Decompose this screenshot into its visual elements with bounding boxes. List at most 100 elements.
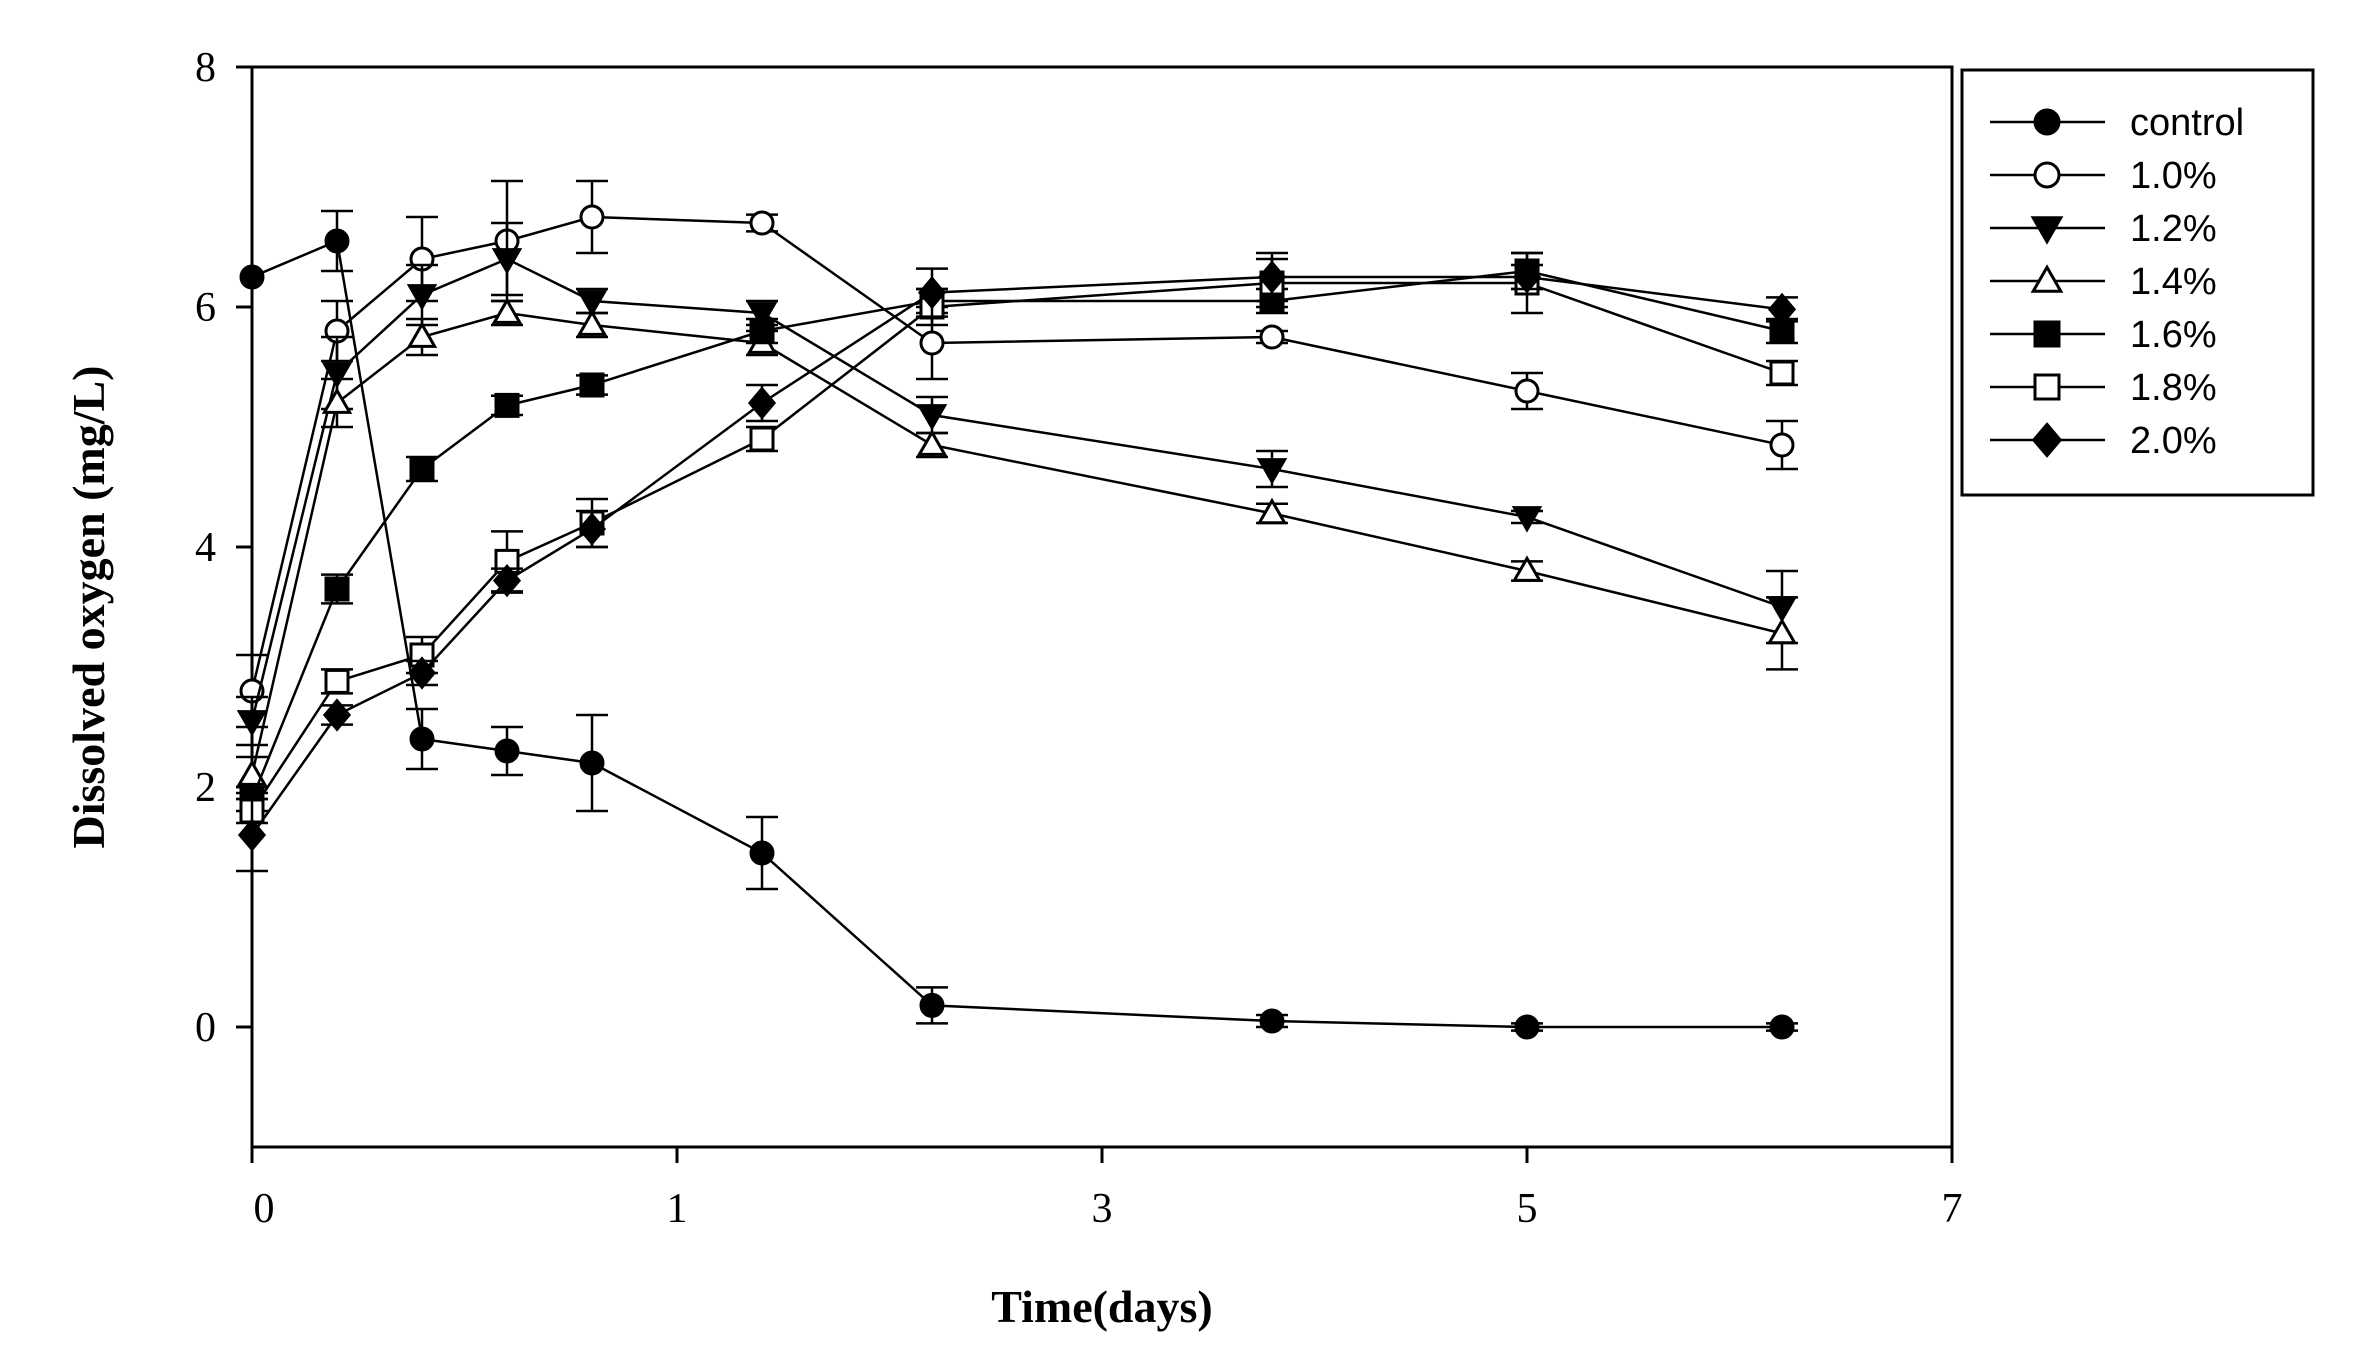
data-point [1769, 432, 1795, 458]
legend-label: control [2130, 102, 2244, 144]
data-point [1767, 292, 1797, 327]
legend-entry: 1.0% [1990, 155, 2217, 197]
legend-marker [2033, 373, 2061, 401]
data-point [919, 992, 945, 1018]
data-point [236, 710, 268, 737]
y-tick-label: 4 [195, 525, 216, 571]
legend-label: 1.4% [2130, 261, 2217, 303]
series-4 [236, 297, 1798, 795]
series-layer [236, 179, 1798, 1040]
data-point [579, 750, 605, 776]
data-point [407, 656, 437, 690]
data-point [406, 321, 438, 348]
data-point [1259, 324, 1285, 350]
legend-box [1960, 68, 2315, 497]
series-5 [236, 251, 1798, 813]
data-point [494, 392, 520, 418]
x-tick-label: 0 [254, 1186, 275, 1232]
y-tick-label: 2 [195, 765, 216, 811]
legend-entry: 1.8% [1990, 367, 2217, 409]
data-point [406, 284, 438, 311]
x-tick-label: 5 [1517, 1186, 1538, 1232]
data-point [491, 297, 523, 324]
data-point [324, 228, 350, 254]
data-point [1512, 260, 1542, 294]
data-point [1769, 1014, 1795, 1040]
x-tick-label: 3 [1092, 1186, 1113, 1232]
data-point [746, 302, 778, 329]
legend-marker [2033, 161, 2061, 189]
data-point [577, 512, 607, 546]
legend-marker [2030, 264, 2064, 293]
data-point [494, 738, 520, 764]
data-point [1514, 1014, 1540, 1040]
x-tick-label: 7 [1942, 1186, 1963, 1232]
data-point [324, 576, 350, 602]
data-point [491, 248, 523, 275]
data-point [576, 309, 608, 336]
data-point [919, 330, 945, 356]
data-point [747, 386, 777, 420]
series-7 [236, 251, 1798, 873]
data-point [1256, 497, 1288, 525]
data-point [1511, 506, 1543, 533]
data-point [322, 698, 352, 732]
data-point [409, 456, 435, 482]
legend: control 1.0% 1.2% 1.4% 1.6% 1.8% 2.0% [1990, 102, 2244, 462]
series-line [250, 215, 1783, 692]
legend-label: 1.0% [2130, 155, 2217, 197]
data-point [239, 264, 265, 290]
legend-entry: 1.4% [1990, 261, 2217, 303]
data-point [916, 404, 948, 431]
series-line [250, 311, 1783, 776]
data-point [236, 759, 268, 786]
data-point [1511, 555, 1543, 582]
legend-marker [2030, 216, 2064, 245]
y-tick-label: 8 [195, 45, 216, 91]
legend-label: 1.6% [2130, 314, 2217, 356]
legend-entry: control [1990, 102, 2244, 144]
series-line [251, 239, 1782, 1029]
data-point [237, 818, 267, 852]
data-point [916, 429, 948, 456]
data-point [749, 840, 775, 866]
data-point [321, 362, 353, 389]
data-point [749, 210, 775, 236]
data-point [1256, 458, 1288, 485]
data-point [1259, 1008, 1285, 1034]
series-line [250, 269, 1783, 800]
legend-label: 1.8% [2130, 367, 2217, 409]
data-point [1769, 360, 1795, 386]
data-point [917, 275, 947, 310]
legend-entry: 1.2% [1990, 208, 2217, 250]
series-line [250, 275, 1783, 836]
data-point [321, 387, 353, 414]
data-point [579, 204, 605, 230]
axis-ticks: 0 2 4 6 8 0 1 3 5 7 [195, 45, 1963, 1232]
legend-entry: 1.6% [1990, 314, 2217, 356]
y-tick-label: 6 [195, 285, 216, 331]
x-axis-title: Time(days) [991, 1281, 1213, 1332]
data-point [409, 726, 435, 752]
data-point [1766, 617, 1798, 645]
series-2 [236, 179, 1798, 729]
data-point [492, 563, 522, 598]
series-6 [236, 251, 1798, 825]
legend-marker [2033, 320, 2061, 348]
data-point [749, 318, 775, 344]
series-1 [239, 209, 1798, 1040]
legend-label: 2.0% [2130, 420, 2217, 462]
legend-marker [2031, 422, 2063, 458]
legend-label: 1.2% [2130, 208, 2217, 250]
series-line [250, 281, 1783, 812]
data-point [1257, 260, 1287, 294]
series-line [250, 257, 1783, 722]
x-tick-label: 1 [667, 1186, 688, 1232]
data-point [749, 426, 775, 452]
legend-marker [2033, 108, 2061, 136]
data-point [579, 372, 605, 398]
y-axis-title: Dissolved oxygen (mg/L) [63, 366, 114, 849]
data-point [324, 668, 350, 694]
data-point [576, 290, 608, 317]
